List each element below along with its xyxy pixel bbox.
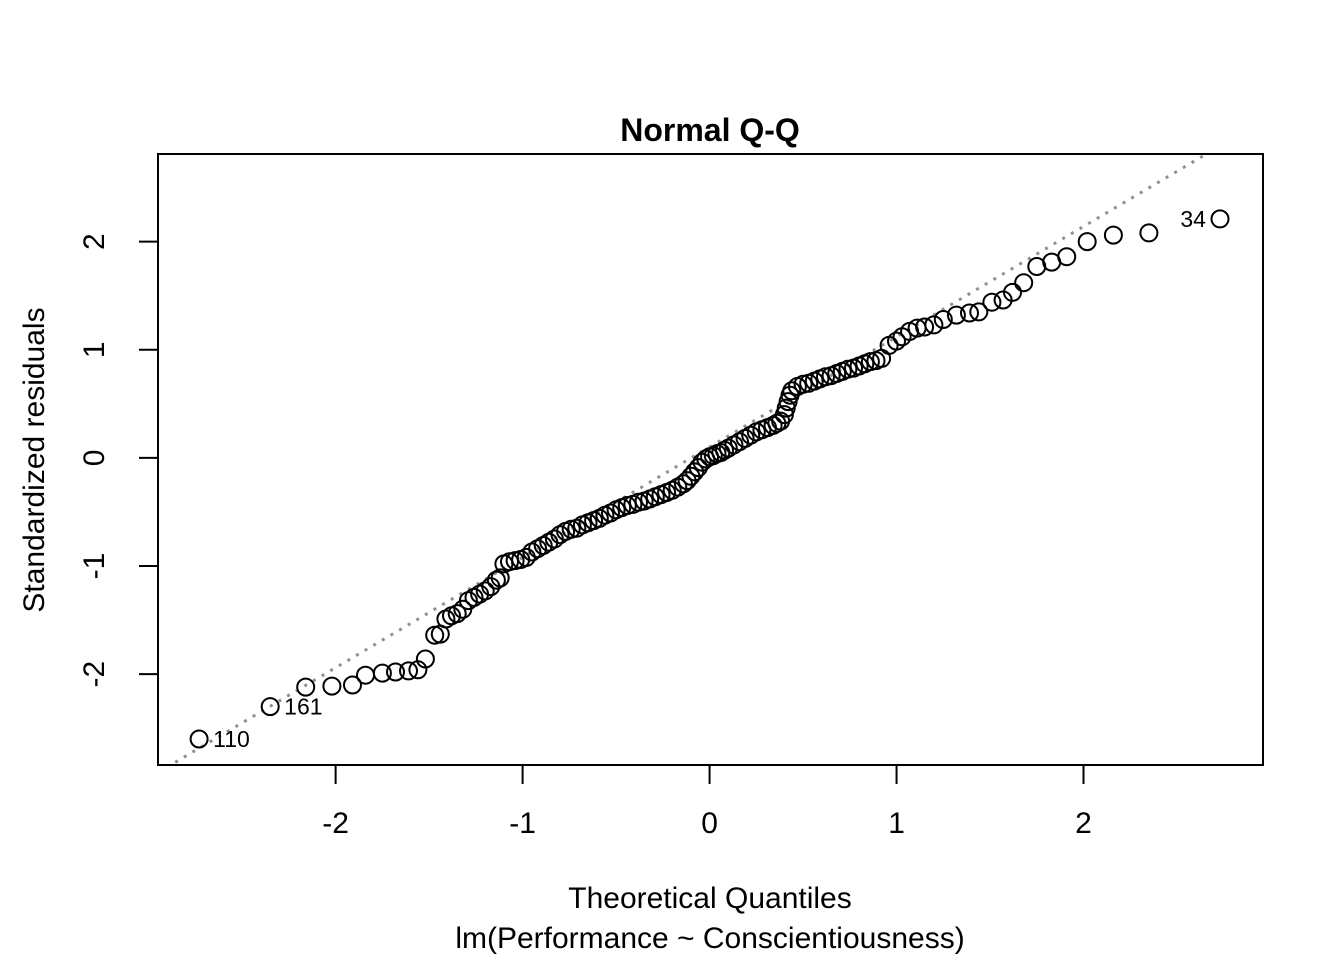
data-point bbox=[447, 604, 467, 624]
y-tick-label: 1 bbox=[78, 341, 111, 358]
data-point bbox=[1057, 247, 1077, 267]
data-point bbox=[887, 331, 906, 351]
y-tick-label: 2 bbox=[78, 233, 111, 250]
data-point bbox=[982, 292, 1002, 312]
data-point bbox=[946, 305, 966, 325]
data-point bbox=[372, 663, 392, 683]
y-tick-label: 0 bbox=[78, 450, 111, 467]
data-point bbox=[399, 661, 418, 681]
x-tick-label: 1 bbox=[888, 807, 905, 840]
data-point bbox=[1103, 225, 1123, 245]
y-tick-label: -1 bbox=[78, 553, 111, 580]
data-point bbox=[415, 649, 435, 669]
data-point bbox=[296, 677, 316, 697]
data-point bbox=[782, 381, 802, 401]
data-point bbox=[915, 317, 935, 337]
point-label: 34 bbox=[1180, 206, 1206, 232]
data-point bbox=[490, 568, 510, 588]
data-point bbox=[969, 302, 989, 322]
data-point bbox=[475, 581, 495, 601]
data-point bbox=[872, 348, 892, 368]
data-point bbox=[260, 697, 280, 717]
data-point bbox=[1003, 282, 1022, 302]
chart-title: Normal Q-Q bbox=[620, 112, 800, 148]
data-point bbox=[343, 675, 362, 695]
data-point bbox=[322, 676, 342, 696]
points-layer: 110 161 34 bbox=[189, 206, 1230, 752]
data-point bbox=[1210, 209, 1230, 229]
data-point bbox=[924, 315, 944, 335]
point-label: 161 bbox=[284, 694, 322, 720]
x-axis-label: Theoretical Quantiles bbox=[568, 882, 851, 915]
data-point bbox=[356, 665, 375, 685]
data-point bbox=[189, 729, 209, 749]
data-point bbox=[1014, 273, 1034, 293]
data-point bbox=[386, 662, 405, 682]
model-subtitle: lm(Performance ~ Conscientiousness) bbox=[455, 922, 964, 955]
data-point bbox=[715, 440, 734, 460]
data-point bbox=[933, 310, 953, 329]
y-tick-label: -2 bbox=[78, 661, 111, 688]
reference-line-layer bbox=[167, 154, 1210, 765]
plot-border bbox=[157, 153, 1264, 766]
x-tick-label: -2 bbox=[322, 807, 349, 840]
point-label: 110 bbox=[213, 726, 250, 752]
x-tick-label: -1 bbox=[509, 807, 536, 840]
qq-reference-line bbox=[167, 154, 1210, 765]
x-tick-label: 0 bbox=[701, 807, 718, 840]
axes-layer: -2 -1 0 1 2 -2 -1 0 1 2 bbox=[78, 233, 1092, 840]
data-point bbox=[486, 570, 506, 590]
data-point bbox=[1077, 232, 1097, 252]
data-point bbox=[1139, 223, 1159, 243]
data-point bbox=[960, 303, 979, 323]
y-axis-label: Standardized residuals bbox=[18, 307, 51, 612]
x-tick-label: 2 bbox=[1075, 807, 1092, 840]
